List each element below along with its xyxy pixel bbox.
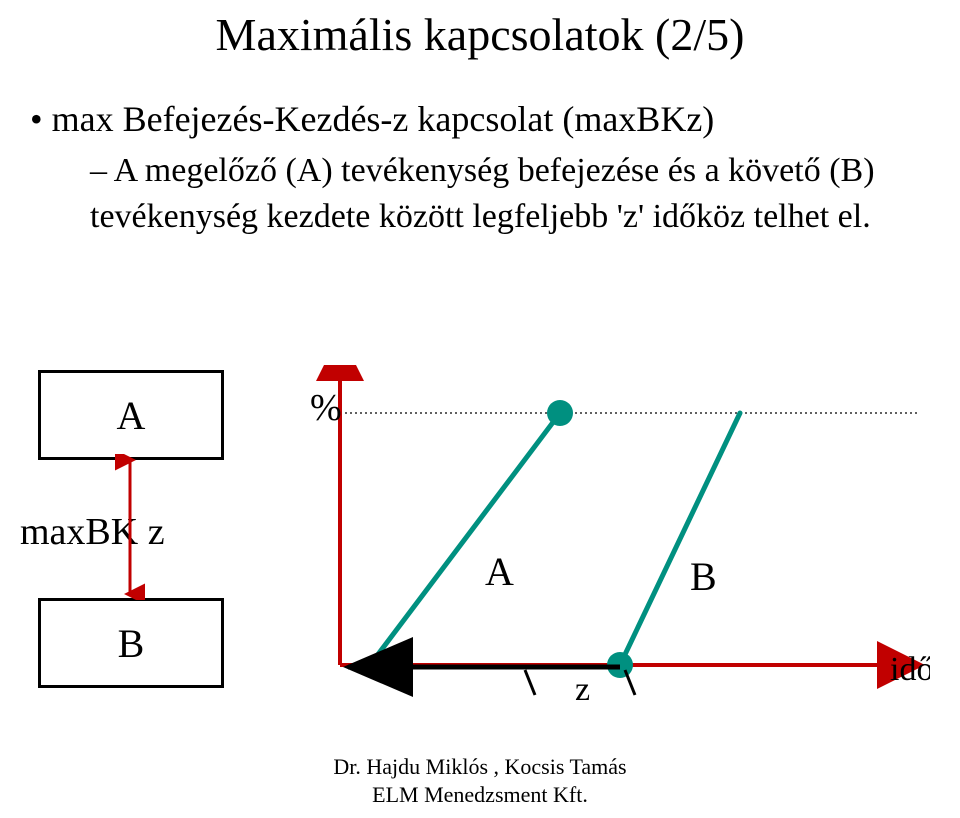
bullet-main: max Befejezés-Kezdés-z kapcsolat (maxBKz… — [30, 98, 714, 140]
box-b-label: B — [118, 620, 145, 667]
line-b-label: B — [690, 554, 717, 599]
progress-line-b — [620, 413, 740, 665]
left-connector-arrow — [115, 454, 145, 600]
dot-a-end — [547, 400, 573, 426]
footer-line-2: ELM Menedzsment Kft. — [0, 782, 960, 808]
line-a-label: A — [485, 549, 514, 594]
box-b: B — [38, 598, 224, 688]
bullet-sub-text: A megelőző (A) tevékenység befejezése és… — [90, 152, 875, 235]
z-tick-right — [625, 670, 635, 695]
slide-root: Maximális kapcsolatok (2/5) max Befejezé… — [0, 0, 960, 818]
x-axis-label: idő — [890, 651, 930, 688]
footer-line-1: Dr. Hajdu Miklós , Kocsis Tamás — [0, 754, 960, 780]
progress-line-a — [370, 413, 560, 665]
box-a-label: A — [117, 392, 146, 439]
bullet-main-text: max Befejezés-Kezdés-z kapcsolat (maxBKz… — [52, 99, 715, 139]
box-a: A — [38, 370, 224, 460]
progress-chart: % idő A B z — [285, 365, 930, 710]
z-label: z — [575, 671, 590, 708]
z-tick-left — [525, 670, 535, 695]
bullet-sub: A megelőző (A) tevékenység befejezése és… — [90, 148, 910, 240]
slide-title: Maximális kapcsolatok (2/5) — [0, 8, 960, 61]
y-axis-label: % — [310, 387, 342, 429]
